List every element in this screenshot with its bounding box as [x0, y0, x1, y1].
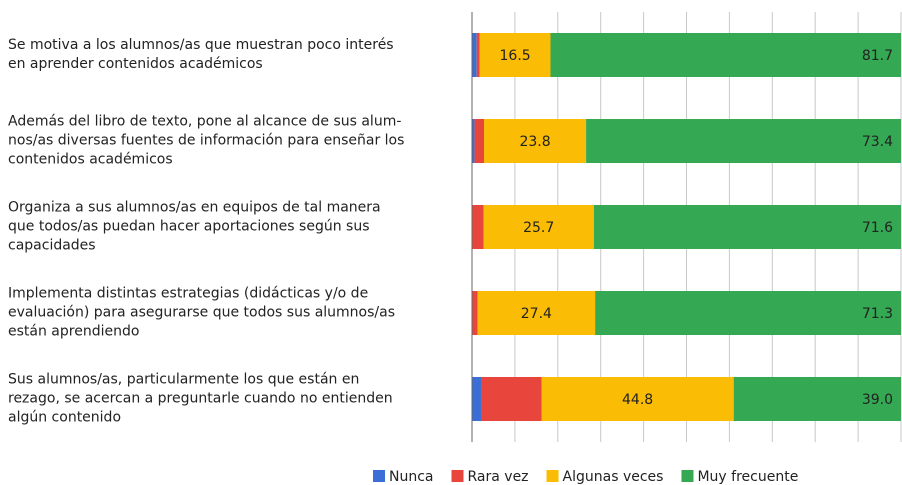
legend-label: Rara vez	[468, 469, 529, 485]
bar-segment	[483, 205, 594, 249]
bar-segment	[472, 377, 482, 421]
bar-segment	[472, 33, 477, 77]
bar-segment	[733, 377, 901, 421]
value-label: 39.0	[862, 392, 893, 408]
bar-segment	[593, 205, 901, 249]
legend-swatch	[373, 470, 385, 482]
category-label: Se motiva a los alumnos/as que muestran …	[8, 37, 394, 72]
legend-label: Algunas veces	[563, 469, 664, 485]
value-label: 27.4	[521, 306, 552, 322]
legend-swatch	[546, 470, 559, 482]
legend-swatch	[451, 470, 464, 482]
value-label: 25.7	[523, 220, 554, 236]
bar-segment	[484, 119, 587, 163]
bar-segment	[481, 377, 542, 421]
legend-swatch	[681, 470, 694, 482]
value-label: 73.4	[862, 134, 893, 150]
category-label: Sus alumnos/as, particularmente los que …	[8, 371, 393, 426]
value-label: 71.6	[862, 220, 893, 236]
bar-segment	[472, 119, 475, 163]
bar-segment	[476, 33, 480, 77]
bar-segment	[541, 377, 734, 421]
bar-segment	[479, 33, 551, 77]
bar-segment	[550, 33, 901, 77]
bar-segment	[472, 291, 478, 335]
bar-segment	[595, 291, 901, 335]
legend-label: Nunca	[389, 469, 434, 485]
category-label: Además del libro de texto, pone al alcan…	[8, 113, 405, 168]
category-label: Organiza a sus alumnos/as en equipos de …	[8, 199, 381, 254]
bar-segment	[474, 119, 485, 163]
value-label: 71.3	[862, 306, 893, 322]
value-label: 16.5	[500, 48, 531, 64]
legend-label: Muy frecuente	[697, 469, 798, 485]
value-label: 44.8	[622, 392, 653, 408]
value-label: 81.7	[862, 48, 893, 64]
bar-segment	[586, 119, 901, 163]
value-label: 23.8	[519, 134, 550, 150]
category-label: Implementa distintas estrategias (didáct…	[8, 285, 395, 340]
bar-segment	[477, 291, 596, 335]
bar-segment	[472, 205, 484, 249]
